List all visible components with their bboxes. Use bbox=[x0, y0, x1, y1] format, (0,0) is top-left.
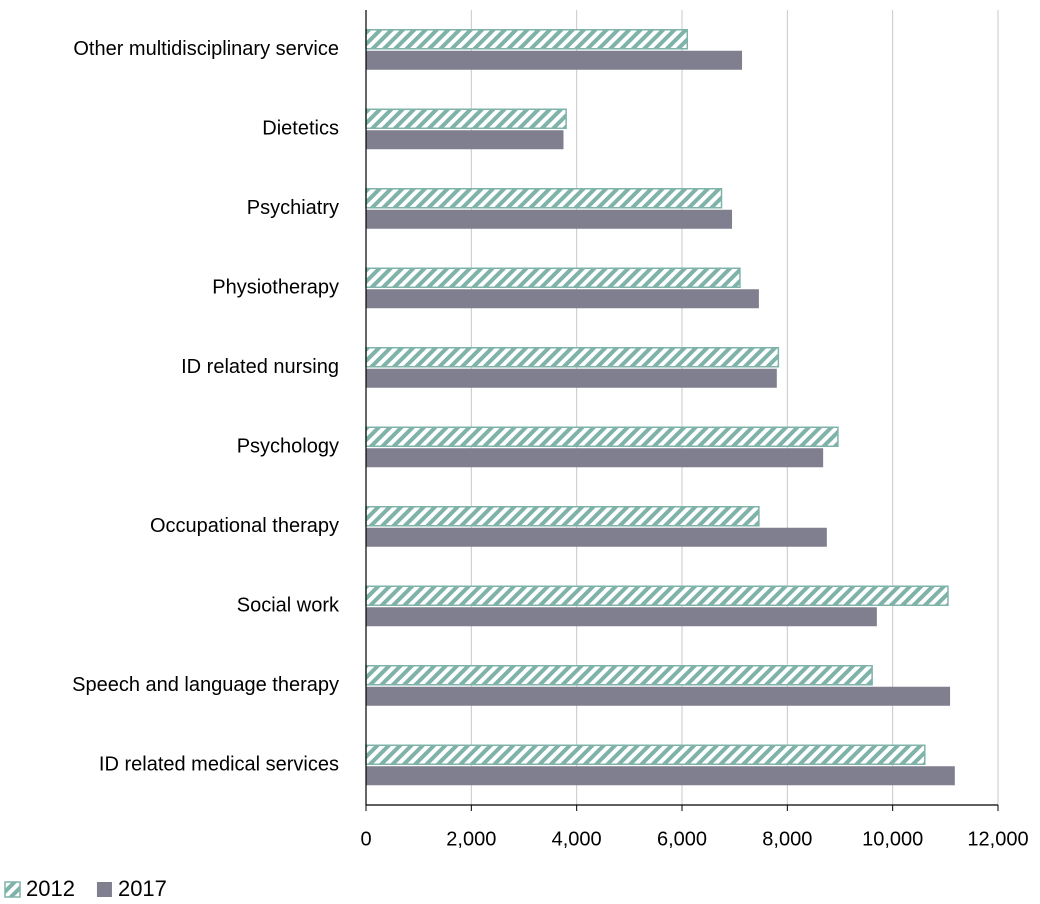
bar bbox=[365, 188, 723, 209]
bar bbox=[366, 209, 733, 229]
bar bbox=[365, 347, 780, 368]
x-tick-label: 12,000 bbox=[967, 828, 1028, 850]
bar bbox=[366, 50, 743, 70]
bar bbox=[365, 108, 567, 129]
x-tick-label: 2,000 bbox=[446, 828, 496, 850]
x-tick-label: 6,000 bbox=[657, 828, 707, 850]
bar bbox=[366, 686, 951, 706]
x-tick-label: 8,000 bbox=[762, 828, 812, 850]
y-tick-label: Social work bbox=[237, 595, 340, 617]
bar bbox=[365, 29, 689, 50]
y-tick-label: ID related medical services bbox=[99, 754, 339, 776]
y-tick-label: Other multidisciplinary service bbox=[73, 38, 339, 60]
y-tick-label: Speech and language therapy bbox=[72, 674, 339, 696]
y-tick-label: Dietetics bbox=[262, 118, 339, 140]
legend-swatch bbox=[4, 881, 21, 898]
x-tick-label: 10,000 bbox=[862, 828, 923, 850]
y-tick-label: Psychology bbox=[237, 436, 339, 458]
bar bbox=[366, 368, 777, 388]
bar bbox=[366, 130, 564, 150]
x-tick-label: 0 bbox=[360, 828, 371, 850]
bar bbox=[365, 665, 873, 686]
y-tick-label: ID related nursing bbox=[181, 356, 339, 378]
y-tick-label: Physiotherapy bbox=[212, 277, 339, 299]
bar bbox=[366, 448, 824, 468]
y-tick-label: Psychiatry bbox=[247, 197, 339, 219]
legend-swatch bbox=[96, 882, 112, 897]
bar bbox=[366, 607, 877, 627]
x-tick-label: 4,000 bbox=[552, 828, 602, 850]
bar bbox=[365, 744, 926, 765]
bar bbox=[365, 506, 760, 527]
bar bbox=[365, 267, 741, 288]
legend-label: 2017 bbox=[118, 876, 167, 901]
bar bbox=[365, 585, 949, 606]
y-tick-label: Occupational therapy bbox=[150, 515, 339, 537]
bar bbox=[366, 527, 827, 547]
bar bbox=[365, 426, 839, 447]
bar bbox=[366, 289, 759, 309]
legend-label: 2012 bbox=[26, 876, 75, 901]
bar bbox=[366, 766, 955, 786]
